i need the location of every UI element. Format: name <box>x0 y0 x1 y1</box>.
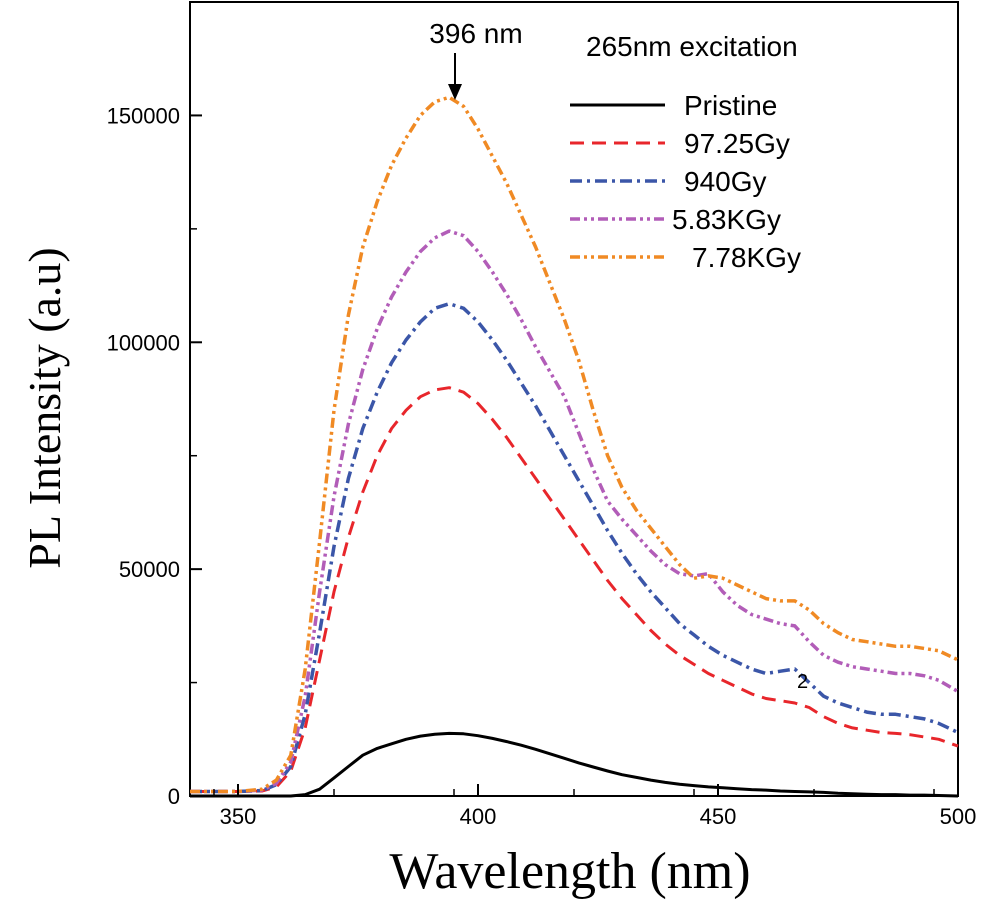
legend-label-1: Pristine <box>684 90 777 121</box>
x-tick-label: 400 <box>460 804 497 829</box>
excitation-annotation: 265nm excitation <box>586 31 798 62</box>
series-line-3 <box>190 301 959 794</box>
x-axis-title: Wavelength (nm) <box>389 843 750 900</box>
x-tick-label: 350 <box>220 804 257 829</box>
legend-label-2: 97.25Gy <box>684 128 790 159</box>
peak-arrow-icon <box>448 53 462 100</box>
legend-label-4: 5.83KGy <box>672 204 781 235</box>
peak-annotation-label: 396 nm <box>429 18 522 49</box>
y-axis-title: PL Intensity (a.u) <box>19 247 70 569</box>
x-tick-label: 450 <box>700 804 737 829</box>
series-line-2 <box>190 386 959 793</box>
y-tick-label: 0 <box>168 784 180 809</box>
y-tick-label: 100000 <box>107 330 180 355</box>
series-layer <box>190 95 959 798</box>
y-tick-label: 50000 <box>119 557 180 582</box>
axes-layer: 350 400 450 500 0 50000 100000 150000 <box>107 103 977 829</box>
series-line-4 <box>190 229 959 794</box>
legend-label-5: 7.78KGy <box>692 242 801 273</box>
stray-annotation-mark: 2 <box>797 671 808 693</box>
series-line-5 <box>190 95 959 794</box>
x-tick-label: 500 <box>940 804 977 829</box>
y-tick-label: 150000 <box>107 103 180 128</box>
legend-label-3: 940Gy <box>684 166 767 197</box>
legend: Pristine 97.25Gy 940Gy 5.83KGy 7.78KGy <box>570 90 801 273</box>
series-line-1 <box>190 731 959 798</box>
